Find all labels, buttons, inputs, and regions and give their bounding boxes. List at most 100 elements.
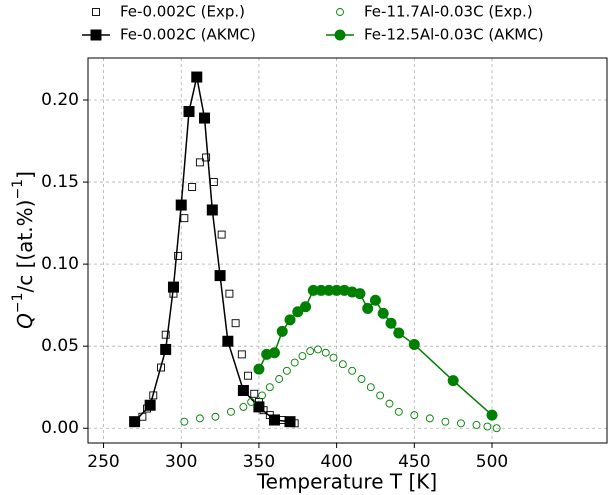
marker bbox=[314, 345, 322, 354]
marker bbox=[284, 314, 296, 326]
marker bbox=[385, 399, 394, 408]
marker bbox=[486, 409, 498, 421]
marker bbox=[357, 375, 366, 383]
legend-label: Fe-11.7Al-0.03C (Exp.) bbox=[364, 3, 533, 21]
marker bbox=[217, 230, 226, 239]
marker bbox=[144, 399, 156, 411]
marker bbox=[250, 389, 259, 398]
y-tick-label: 0.05 bbox=[41, 336, 79, 356]
marker bbox=[275, 375, 284, 383]
marker bbox=[231, 319, 240, 328]
marker bbox=[214, 270, 226, 282]
x-tick-label: 500 bbox=[476, 452, 508, 472]
marker bbox=[393, 327, 405, 339]
marker bbox=[306, 347, 315, 356]
marker bbox=[329, 353, 338, 362]
marker bbox=[456, 419, 465, 428]
legend-marker bbox=[334, 29, 346, 41]
marker bbox=[276, 325, 288, 337]
y-tick-label: 0.15 bbox=[41, 172, 79, 192]
legend-marker bbox=[336, 8, 344, 16]
marker bbox=[191, 71, 203, 83]
marker bbox=[268, 347, 280, 359]
y-label-part: ] bbox=[13, 171, 37, 179]
marker bbox=[377, 307, 389, 319]
marker bbox=[300, 301, 312, 313]
marker bbox=[265, 383, 274, 392]
marker bbox=[385, 317, 397, 329]
y-tick-label: 0.20 bbox=[41, 90, 79, 110]
x-axis-label: Temperature T [K] bbox=[256, 470, 437, 494]
plot-frame bbox=[87, 57, 608, 444]
marker bbox=[338, 360, 347, 369]
marker bbox=[227, 407, 235, 416]
marker bbox=[321, 348, 330, 357]
marker bbox=[394, 407, 403, 416]
marker bbox=[160, 343, 172, 355]
marker bbox=[425, 414, 434, 423]
marker bbox=[492, 424, 501, 433]
marker bbox=[237, 384, 249, 396]
y-tick-label: 0.00 bbox=[41, 418, 79, 438]
legend-marker bbox=[90, 29, 102, 41]
y-label-part: −1 bbox=[10, 179, 26, 200]
y-label-part: −1 bbox=[10, 293, 26, 314]
x-tick-label: 250 bbox=[87, 452, 119, 472]
marker bbox=[472, 420, 481, 429]
marker bbox=[253, 401, 265, 413]
marks bbox=[129, 71, 501, 433]
marker bbox=[284, 416, 296, 428]
marker bbox=[366, 383, 375, 392]
marker bbox=[348, 366, 357, 375]
y-label-part: /c [(at.%) bbox=[13, 200, 37, 293]
legend-marker bbox=[92, 8, 100, 16]
marker bbox=[410, 411, 419, 420]
marker bbox=[206, 204, 218, 216]
marker bbox=[268, 414, 280, 426]
y-axis-label: Q−1/c [(at.%)−1] bbox=[10, 171, 37, 329]
x-tick-label: 300 bbox=[165, 452, 197, 472]
marker bbox=[225, 289, 234, 298]
x-tick-label: 350 bbox=[243, 452, 275, 472]
marker bbox=[292, 306, 304, 318]
legend: Fe-0.002C (Exp.) Fe-0.002C (AKMC) Fe-11.7A… bbox=[82, 3, 544, 44]
marker bbox=[199, 112, 211, 124]
marker bbox=[222, 335, 234, 347]
marker bbox=[298, 352, 307, 360]
legend-label: Fe-12.5Al-0.03C (AKMC) bbox=[364, 26, 544, 44]
marker bbox=[447, 375, 459, 387]
marker bbox=[239, 402, 248, 411]
marker bbox=[483, 422, 492, 431]
marker bbox=[237, 350, 246, 359]
marker bbox=[282, 366, 291, 375]
marker bbox=[202, 153, 211, 162]
y-label-part: Q bbox=[13, 313, 37, 329]
marker bbox=[195, 158, 204, 167]
marker bbox=[290, 358, 299, 367]
marker bbox=[167, 281, 179, 293]
marker bbox=[161, 330, 170, 339]
marker bbox=[195, 414, 204, 423]
marker bbox=[188, 183, 197, 191]
grid bbox=[83, 58, 607, 448]
marker bbox=[129, 416, 141, 428]
x-tick-label: 450 bbox=[398, 452, 430, 472]
marker bbox=[376, 391, 385, 400]
marker bbox=[362, 302, 374, 314]
marker bbox=[183, 105, 195, 117]
marker bbox=[180, 214, 189, 223]
marker bbox=[180, 417, 189, 426]
marker bbox=[211, 412, 220, 421]
marker bbox=[175, 199, 187, 211]
marker bbox=[369, 294, 381, 306]
y-tick-label: 0.10 bbox=[41, 254, 79, 274]
marker bbox=[441, 417, 450, 426]
marker bbox=[258, 391, 266, 400]
x-tick-label: 400 bbox=[320, 452, 352, 472]
legend-label: Fe-0.002C (Exp.) bbox=[120, 3, 245, 21]
marker bbox=[354, 288, 366, 300]
marker bbox=[408, 339, 420, 351]
marker bbox=[244, 371, 253, 380]
